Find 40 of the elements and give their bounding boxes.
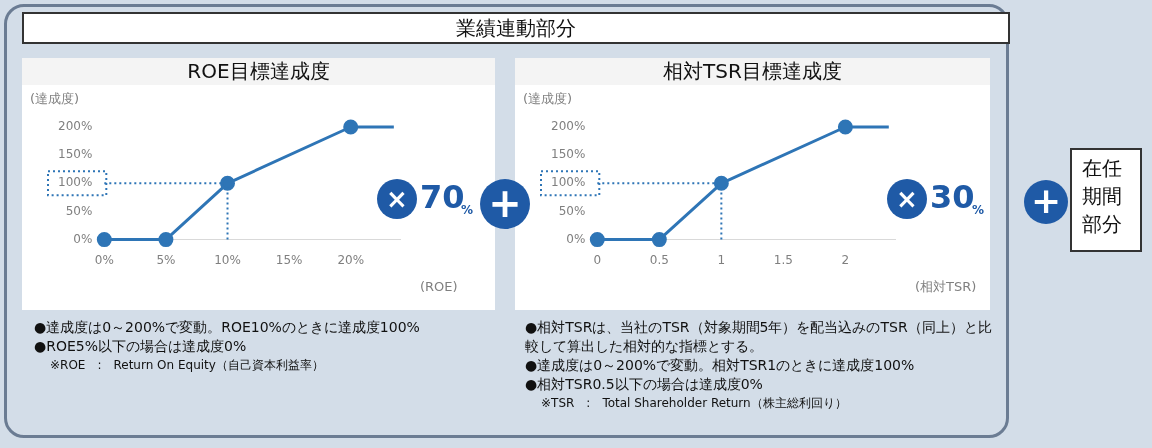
y-tick-label: 200% bbox=[57, 119, 93, 134]
text: 在任期間部分 bbox=[1082, 155, 1123, 238]
y-tick-label: 0% bbox=[73, 231, 93, 246]
x-tick-label: 0 bbox=[593, 252, 602, 267]
text: ●達成度は0～200%で変動。相対TSR1のときに達成度100% bbox=[525, 356, 916, 375]
x-tick-label: 15% bbox=[275, 252, 303, 267]
text: ※ROE : Return On Equity（自己資本利益率） bbox=[49, 357, 325, 374]
x-axis-title: (相対TSR) bbox=[915, 279, 977, 295]
y-tick-label: 100% bbox=[550, 175, 586, 190]
x-tick-label: 5% bbox=[156, 252, 176, 267]
y-tick-label: 0% bbox=[566, 231, 586, 246]
text: × bbox=[896, 184, 918, 214]
text: ●達成度は0～200%で変動。ROE10%のときに達成度100% bbox=[34, 318, 421, 337]
x-tick-label: 10% bbox=[214, 252, 241, 267]
x-axis-title: (ROE) bbox=[420, 279, 458, 295]
y-tick-label: 50% bbox=[65, 203, 93, 218]
x-tick-label: 1.5 bbox=[773, 252, 793, 267]
y-tick-label: 200% bbox=[550, 119, 586, 134]
x-tick-label: 1 bbox=[717, 252, 726, 267]
y-axis-title: (達成度) bbox=[30, 90, 80, 106]
y-tick-label: 50% bbox=[558, 203, 586, 218]
y-tick-label: 150% bbox=[57, 147, 93, 162]
chart-title: 相対TSR目標達成度 bbox=[515, 58, 990, 85]
chart-title: ROE目標達成度 bbox=[22, 58, 495, 85]
x-tick-label: 0.5 bbox=[649, 252, 669, 267]
annotation: × bbox=[386, 184, 408, 214]
text: 業績連動部分 bbox=[456, 16, 576, 40]
y-tick-label: 100% bbox=[57, 175, 93, 190]
text: + bbox=[488, 180, 522, 226]
text: ●ROE5%以下の場合は達成度0% bbox=[34, 337, 248, 356]
x-tick-label: 2 bbox=[841, 252, 850, 267]
x-tick-label: 20% bbox=[337, 252, 365, 267]
y-tick-label: 150% bbox=[550, 147, 586, 162]
text: ●相対TSR0.5以下の場合は達成度0% bbox=[525, 375, 764, 394]
y-axis-title: (達成度) bbox=[523, 90, 573, 106]
text: ●相対TSRは、当社のTSR（対象期間5年）を配当込みのTSR（同上）と比較して算出した相対的な指標とする。 bbox=[525, 318, 993, 356]
x-tick-label: 0% bbox=[94, 252, 114, 267]
text: % bbox=[972, 203, 985, 217]
text: ※TSR : Total Shareholder Return（株主総利回り） bbox=[540, 395, 848, 412]
text: + bbox=[1030, 180, 1062, 221]
